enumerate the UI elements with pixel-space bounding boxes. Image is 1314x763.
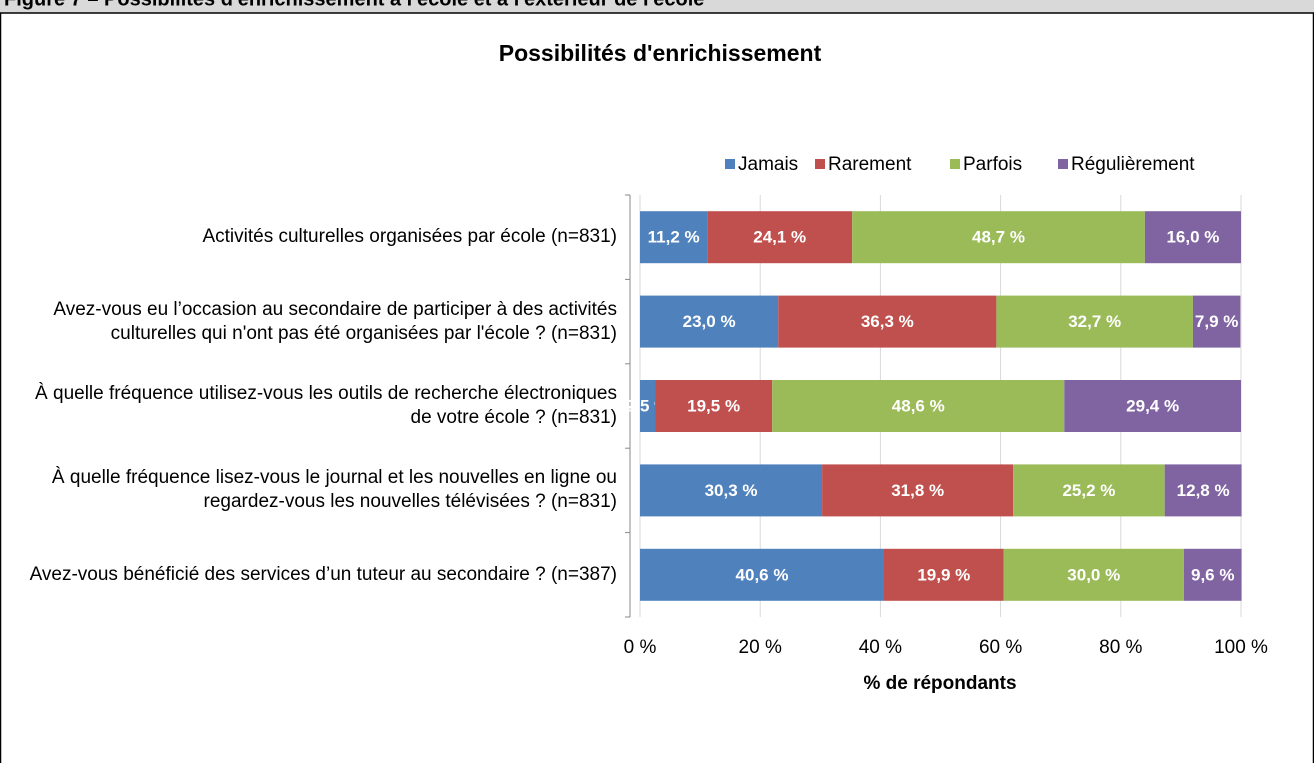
legend-label: Jamais xyxy=(738,154,798,175)
bar-segment xyxy=(996,295,1193,348)
data-label: 30,3 % xyxy=(705,481,758,500)
data-label: 19,9 % xyxy=(917,565,970,584)
data-label: 24,1 % xyxy=(753,228,806,247)
data-label: 36,3 % xyxy=(861,312,914,331)
data-label: 48,7 % xyxy=(972,228,1025,247)
x-tick-label: 20 % xyxy=(739,637,782,658)
bar-segment xyxy=(822,464,1014,517)
bar-segment xyxy=(1013,464,1165,517)
data-label: 12,8 % xyxy=(1177,481,1230,500)
data-label: 31,8 % xyxy=(891,481,944,500)
bar-segment xyxy=(640,380,656,432)
bar-segment xyxy=(772,380,1065,432)
data-label: 9,6 % xyxy=(1191,565,1234,584)
data-label: 25,2 % xyxy=(1062,481,1115,500)
header-bar xyxy=(0,0,1314,13)
chart-title: Possibilités d'enrichissement xyxy=(499,40,822,66)
y-tick-label: À quelle fréquence lisez-vous le journal… xyxy=(51,467,617,513)
x-tick-label: 40 % xyxy=(859,637,902,658)
x-tick-label: 80 % xyxy=(1099,637,1142,658)
bar-segment xyxy=(1183,548,1242,601)
x-tick-label: 60 % xyxy=(979,637,1022,658)
data-label: 7,9 % xyxy=(1195,312,1238,331)
data-label: 29,4 % xyxy=(1126,396,1179,415)
legend-swatch xyxy=(950,159,960,169)
data-label: 16,0 % xyxy=(1166,228,1219,247)
data-label: 11,2 % xyxy=(648,228,700,247)
x-axis-label: % de répondants xyxy=(863,673,1016,694)
bar-segment xyxy=(1003,548,1184,601)
bar-segment xyxy=(1164,464,1242,517)
x-tick-label: 100 % xyxy=(1214,637,1268,658)
bar-segment xyxy=(1192,295,1241,348)
bar-segment xyxy=(852,211,1145,264)
legend-swatch xyxy=(815,159,825,169)
data-label: 40,6 % xyxy=(736,565,789,584)
data-label: 30,0 % xyxy=(1067,565,1120,584)
data-label: 23,0 % xyxy=(683,312,736,331)
y-tick-label: Avez-vous eu l’occasion au secondaire de… xyxy=(53,298,617,344)
bar-segment xyxy=(778,295,997,348)
legend-label: Rarement xyxy=(828,154,912,175)
bar-segment xyxy=(640,464,823,517)
bar-segment xyxy=(707,211,853,264)
legend-label: Parfois xyxy=(963,154,1022,175)
bar-segment xyxy=(884,548,1004,601)
bar-segment xyxy=(1144,211,1241,264)
legend-swatch xyxy=(1058,159,1068,169)
legend-label: Régulièrement xyxy=(1071,154,1195,175)
legend-swatch xyxy=(725,159,735,169)
header-title: Figure 7 – Possibilités d'enrichissement… xyxy=(4,0,704,10)
y-tick-label: À quelle fréquence utilisez-vous les out… xyxy=(35,383,617,428)
data-label: 48,6 % xyxy=(892,396,945,415)
x-tick-label: 0 % xyxy=(624,637,657,658)
y-tick-label: Activités culturelles organisées par éco… xyxy=(202,226,617,248)
bar-segment xyxy=(1064,380,1241,432)
bar-segment xyxy=(640,295,779,348)
bar-segment xyxy=(655,380,773,432)
y-tick-label: Avez-vous bénéficié des services d’un tu… xyxy=(29,563,617,585)
data-label: 32,7 % xyxy=(1068,312,1121,331)
data-label: 19,5 % xyxy=(687,396,740,415)
bar-segment xyxy=(640,211,708,264)
bar-segment xyxy=(640,548,885,601)
